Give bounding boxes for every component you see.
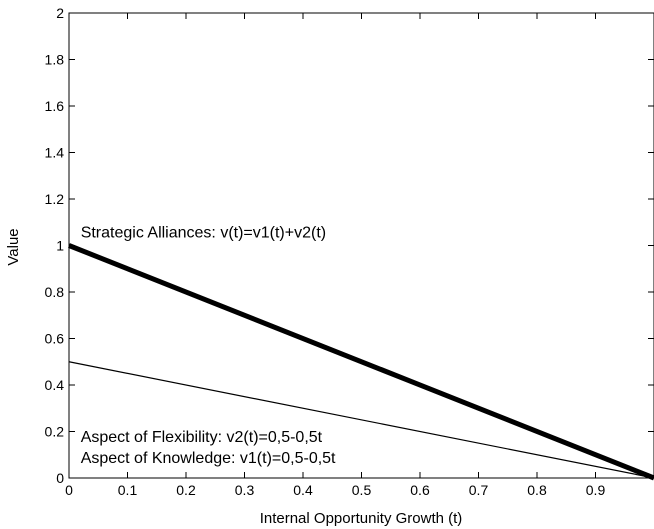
x-tick-label: 0.9 bbox=[586, 482, 606, 498]
annotation-knowledge: Aspect of Knowledge: v1(t)=0,5-0,5t bbox=[81, 450, 336, 467]
annotation-flexibility: Aspect of Flexibility: v2(t)=0,5-0,5t bbox=[81, 429, 323, 446]
plot-area bbox=[68, 12, 654, 479]
annotation-alliances: Strategic Alliances: v(t)=v1(t)+v2(t) bbox=[81, 224, 326, 241]
ticks-layer: 0 0.1 0.2 0.3 0.4 0.5 0.6 0.7 0.8 0.9 0 0.2 0.4 0.6 0.… bbox=[45, 5, 654, 498]
y-tick-label: 0.8 bbox=[45, 284, 65, 300]
x-tick-label: 0.7 bbox=[469, 482, 489, 498]
y-tick-label: 0.6 bbox=[45, 331, 65, 347]
y-tick-label: 0.2 bbox=[45, 424, 65, 440]
series-layer bbox=[68, 243, 654, 481]
y-tick-label: 2 bbox=[56, 5, 64, 21]
annotation-layer: Strategic Alliances: v(t)=v1(t)+v2(t) Asp… bbox=[81, 224, 336, 467]
x-tick-label: 0.1 bbox=[118, 482, 138, 498]
y-tick-label: 1.8 bbox=[45, 52, 65, 68]
series-line-flexibility-knowledge bbox=[68, 361, 654, 479]
x-tick-label: 0.3 bbox=[235, 482, 255, 498]
x-tick-label: 0 bbox=[65, 482, 73, 498]
series-line-strategic-alliances bbox=[68, 243, 654, 481]
y-axis-label: Value bbox=[5, 228, 22, 265]
x-tick-label: 0.8 bbox=[527, 482, 547, 498]
y-tick-label: 0.4 bbox=[45, 377, 65, 393]
y-tick-label: 1 bbox=[56, 238, 64, 254]
x-tick-label: 0.6 bbox=[410, 482, 430, 498]
y-tick-label: 1.4 bbox=[45, 145, 65, 161]
x-tick-label: 0.5 bbox=[352, 482, 372, 498]
plot-frame bbox=[68, 12, 654, 479]
y-tick-label: 1.2 bbox=[45, 191, 65, 207]
x-axis-label: Internal Opportunity Growth (t) bbox=[260, 510, 463, 527]
y-tick-label: 0 bbox=[56, 470, 64, 486]
x-tick-label: 0.4 bbox=[293, 482, 313, 498]
y-tick-label: 1.6 bbox=[45, 98, 65, 114]
x-tick-label: 0.2 bbox=[176, 482, 196, 498]
